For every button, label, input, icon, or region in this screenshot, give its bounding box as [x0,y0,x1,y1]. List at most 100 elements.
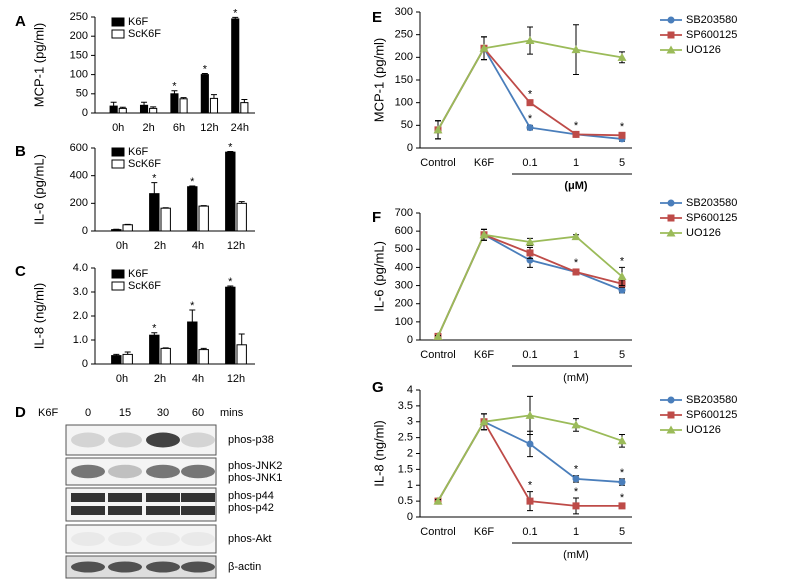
y-tick-label: 250 [70,11,88,23]
marker [572,475,580,483]
legend-label: ScK6F [128,28,161,40]
bar [149,107,158,114]
y-tick-label: 200 [70,30,88,42]
y-tick-label: 0.5 [398,495,413,507]
y-tick-label: 3 [407,416,413,428]
x-caption: (mM) [563,549,589,561]
legend-label: ScK6F [128,158,161,170]
legend-label: UO126 [686,227,721,239]
blot-band [108,506,142,515]
error-bar [150,106,157,109]
marker [433,331,443,340]
y-axis-label: IL-6 (pg/mL) [31,154,46,225]
significance: * [172,81,177,93]
marker [526,99,534,107]
error-bar [141,101,148,106]
significance: * [574,120,579,132]
y-tick-label: 1 [407,479,413,491]
marker [618,286,626,294]
blot-row-label: phos-JNK1 [228,472,282,484]
significance: * [528,88,533,100]
blot-band [71,532,105,546]
significance: * [190,300,195,312]
marker [479,417,489,426]
y-tick-label: 2.5 [398,432,413,444]
blot-band [146,532,180,546]
blot-band [181,464,215,479]
marker [618,502,626,510]
blot-band [146,464,180,479]
x-tick-label: 5 [619,526,625,538]
bar [225,151,236,232]
y-tick-label: 250 [395,29,413,41]
marker [617,272,627,280]
marker [526,497,534,505]
x-caption: (μM) [564,180,588,192]
marker [433,496,443,505]
error-bar [151,182,158,194]
marker [667,214,675,222]
error-bar [200,347,207,350]
error-bar [238,201,245,204]
error-bar [151,332,158,336]
x-tick-label: 24h [231,122,249,134]
bar [198,205,209,232]
bar [231,18,240,114]
legend-swatch [111,269,125,279]
legend-label: SB203580 [686,14,737,26]
blot-band [146,506,180,515]
y-tick-label: 200 [395,51,413,63]
x-tick-label: 0.1 [522,157,537,169]
significance: * [152,323,157,335]
x-tick-label: K6F [474,157,494,169]
blot-row-label: phos-JNK2 [228,460,282,472]
bar [111,229,122,232]
axes [419,390,632,518]
bar [122,353,133,365]
marker [526,249,534,257]
y-tick-label: 50 [401,119,413,131]
bar [236,344,247,365]
panel-label: C [15,263,26,280]
x-caption: (mM) [563,372,589,384]
marker [667,396,675,404]
x-tick-label: 1 [573,526,579,538]
error-bar [232,16,239,19]
y-tick-label: 3.0 [73,286,88,298]
marker [617,436,627,445]
x-tick-label: 1 [573,349,579,361]
error-bar [238,333,245,345]
error-bar [119,106,126,109]
x-tick-label: K6F [474,526,494,538]
marker [666,45,676,54]
panel-label: E [372,9,382,26]
y-tick-label: 1.0 [73,334,88,346]
y-tick-label: 100 [395,316,413,328]
significance: * [574,464,579,476]
blot-band [146,493,180,502]
blot-band [181,532,215,546]
legend-label: SP600125 [686,409,737,421]
x-tick-label: 2h [142,122,154,134]
marker [618,478,626,486]
legend-swatch [111,281,125,291]
bar [160,347,171,365]
significance: * [203,63,208,75]
blot-time: 60 [192,407,204,419]
marker [525,410,535,419]
blot-unit: mins [220,407,244,419]
marker [667,199,675,207]
blot-band [71,561,105,573]
y-tick-label: 0 [82,225,88,237]
y-tick-label: 2.0 [73,310,88,322]
legend-label: UO126 [686,44,721,56]
blot-strip [65,424,217,456]
marker [571,420,581,429]
significance: * [620,492,625,504]
y-tick-label: 4.0 [73,262,88,274]
bar [200,74,209,114]
x-tick-label: 0h [112,122,124,134]
blot-time: 15 [119,407,131,419]
y-tick-label: 0 [82,358,88,370]
